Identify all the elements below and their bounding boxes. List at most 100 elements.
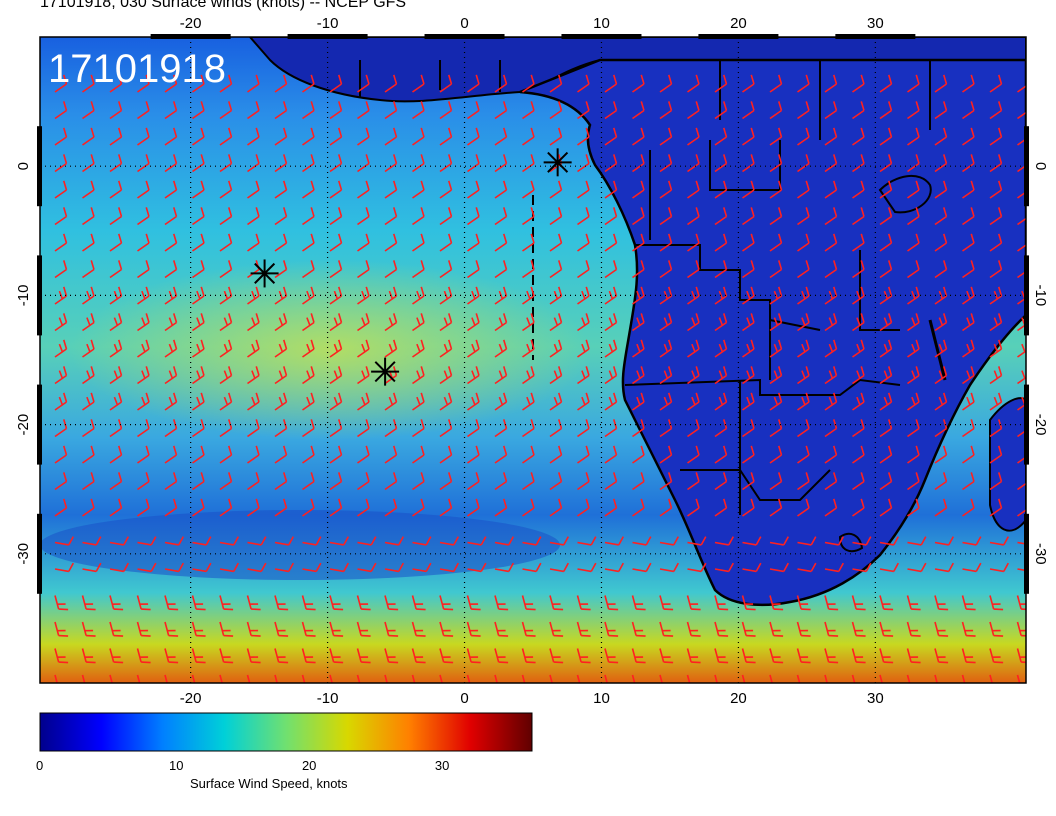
lat-tick-label-left: 0: [15, 162, 32, 170]
wind-barb: [137, 498, 150, 517]
wind-barb: [989, 180, 1003, 199]
wind-barb: [82, 127, 95, 146]
wind-barb: [136, 674, 149, 683]
wind-barb: [219, 154, 233, 173]
wind-barb: [357, 233, 370, 252]
tick-bar: [1024, 513, 1029, 594]
wind-barb: [82, 562, 102, 573]
wind-barb: [714, 180, 728, 199]
wind-barb: [824, 648, 839, 664]
wind-barb: [934, 127, 948, 146]
lat-tick-label-left: -20: [15, 414, 32, 436]
wind-barb: [797, 286, 810, 305]
wind-barb: [247, 233, 260, 252]
wind-barb: [742, 339, 755, 358]
wind-barb: [301, 621, 316, 637]
wind-barb: [109, 74, 123, 93]
wind-barb: [247, 286, 260, 305]
wind-barb: [769, 233, 783, 252]
wind-barb: [824, 101, 838, 120]
wind-barb: [577, 101, 590, 120]
wind-barb: [1017, 339, 1026, 358]
wind-barb: [439, 648, 454, 664]
wind-barb: [219, 498, 233, 517]
wind-barb: [632, 180, 645, 199]
wind-barb: [54, 154, 68, 173]
lon-tick-label-top: 20: [730, 15, 747, 32]
wind-barb: [439, 562, 460, 573]
wind-barb: [247, 180, 260, 199]
wind-barb: [329, 595, 344, 611]
wind-barb: [137, 392, 150, 411]
wind-barb: [412, 562, 432, 573]
wind-barb: [329, 621, 344, 637]
wind-barb: [274, 101, 288, 120]
wind-barb: [302, 392, 315, 411]
wind-barb: [439, 366, 453, 385]
wind-barb: [742, 286, 755, 305]
wind-barb: [687, 127, 700, 146]
colorbar-label: Surface Wind Speed, knots: [190, 776, 348, 791]
wind-barb: [742, 260, 755, 279]
wind-barb: [824, 313, 838, 332]
wind-barb: [687, 562, 707, 573]
wind-barb: [659, 392, 673, 411]
wind-barb: [769, 419, 783, 438]
wind-barb: [329, 180, 343, 199]
wind-barb: [907, 445, 920, 464]
wind-barb: [109, 127, 123, 146]
wind-barb: [192, 207, 205, 226]
wind-barb: [219, 621, 234, 637]
wind-barb: [549, 74, 563, 93]
lon-tick-label-top: 10: [593, 15, 610, 32]
wind-barb: [302, 472, 315, 491]
wind-barb: [934, 498, 948, 517]
wind-barb: [577, 472, 590, 491]
wind-barb: [797, 536, 817, 546]
wind-barb: [384, 648, 399, 664]
wind-barb: [907, 419, 920, 438]
tick-bar: [37, 384, 42, 465]
wind-barb: [164, 207, 178, 226]
wind-minimum-band: [40, 510, 560, 580]
wind-barb: [219, 419, 233, 438]
wind-barb: [247, 472, 260, 491]
wind-barb: [1017, 101, 1026, 120]
wind-barb: [522, 313, 535, 332]
wind-barb: [247, 419, 260, 438]
wind-barb: [219, 562, 240, 573]
wind-barb: [494, 562, 515, 573]
wind-barb: [439, 233, 453, 252]
wind-barb: [549, 207, 563, 226]
wind-barb: [797, 339, 810, 358]
wind-barb: [494, 445, 508, 464]
wind-barb: [164, 562, 185, 573]
wind-barb: [329, 127, 343, 146]
wind-barb: [687, 366, 700, 385]
wind-barb: [659, 180, 673, 199]
wind-barb: [604, 498, 618, 517]
wind-barb: [879, 127, 893, 146]
wind-barb: [962, 445, 975, 464]
wind-barb: [467, 154, 480, 173]
wind-barb: [219, 101, 233, 120]
wind-barb: [577, 180, 590, 199]
wind-barb: [797, 127, 810, 146]
wind-barb: [989, 339, 1003, 358]
wind-barb: [604, 536, 625, 546]
wind-barb: [494, 74, 508, 93]
wind-barb: [824, 233, 838, 252]
wind-barb: [302, 445, 315, 464]
wind-barb: [989, 127, 1003, 146]
wind-barb: [907, 127, 920, 146]
wind-barb: [192, 180, 205, 199]
wind-barb: [522, 339, 535, 358]
wind-barb: [109, 419, 123, 438]
wind-barb: [769, 674, 781, 683]
wind-barb: [604, 392, 618, 411]
wind-barb: [411, 595, 426, 611]
wind-barb: [989, 419, 1003, 438]
wind-barb: [274, 674, 286, 683]
wind-barb: [109, 101, 123, 120]
